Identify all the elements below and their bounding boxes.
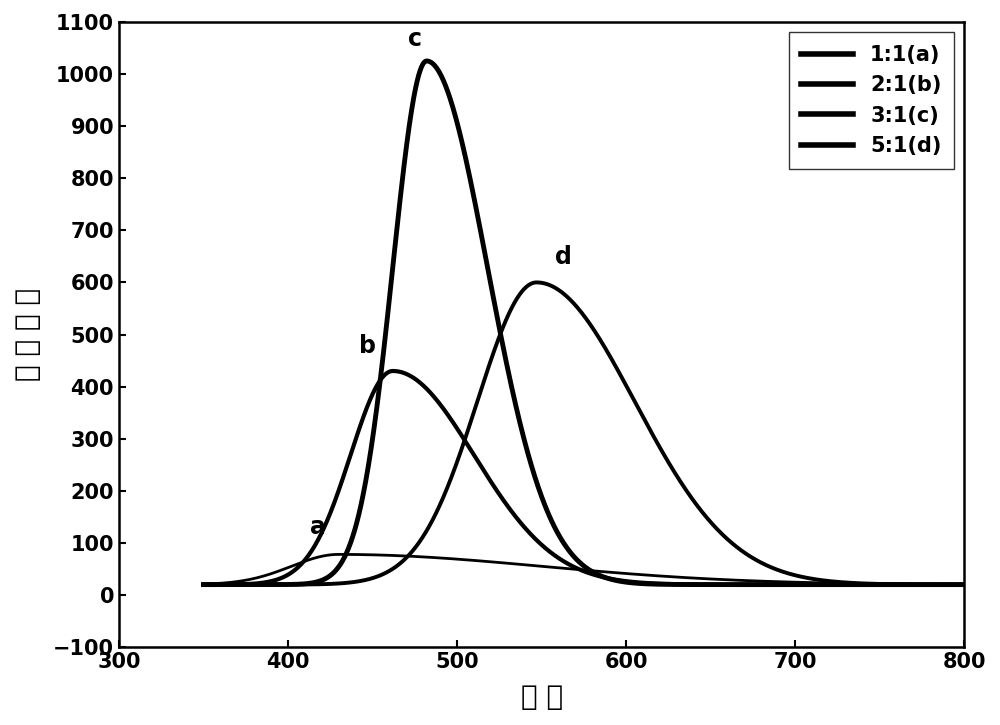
- 3:1(c): [332, 563, 344, 572]
- 5:1(d): [496, 326, 508, 335]
- 3:1(c): [286, 580, 298, 589]
- 5:1(d): [530, 278, 542, 287]
- 2:1(b): [960, 580, 972, 589]
- 2:1(b): [975, 580, 987, 589]
- X-axis label: 波 长: 波 长: [521, 683, 563, 711]
- 3:1(c): [876, 580, 888, 589]
- Line: 3:1(c): 3:1(c): [203, 61, 981, 584]
- 1:1(a): [530, 561, 542, 570]
- Line: 2:1(b): 2:1(b): [203, 371, 981, 584]
- 3:1(c): [960, 580, 972, 589]
- 1:1(a): [332, 550, 344, 559]
- 1:1(a): [876, 579, 888, 588]
- 1:1(a): [496, 558, 508, 567]
- Y-axis label: 药 光 强 度: 药 光 强 度: [14, 288, 42, 381]
- Text: d: d: [555, 245, 572, 270]
- 3:1(c): [530, 475, 542, 484]
- 5:1(d): [876, 580, 888, 589]
- 3:1(c): [421, 57, 433, 65]
- Line: 5:1(d): 5:1(d): [203, 283, 981, 584]
- 2:1(b): [876, 580, 888, 589]
- 5:1(d): [197, 580, 209, 589]
- 3:1(c): [971, 580, 983, 589]
- 5:1(d): [286, 580, 298, 589]
- 2:1(b): [197, 580, 209, 589]
- 1:1(a): [960, 580, 972, 589]
- 2:1(b): [387, 367, 399, 376]
- Legend: 1:1(a), 2:1(b), 3:1(c), 5:1(d): 1:1(a), 2:1(b), 3:1(c), 5:1(d): [789, 33, 954, 168]
- 2:1(b): [530, 535, 542, 544]
- 2:1(b): [332, 487, 344, 496]
- 1:1(a): [975, 580, 987, 589]
- Text: b: b: [359, 334, 376, 358]
- 1:1(a): [286, 562, 298, 571]
- Text: c: c: [408, 27, 422, 51]
- 2:1(b): [286, 568, 298, 576]
- 5:1(d): [960, 580, 972, 589]
- 2:1(b): [496, 494, 508, 502]
- 3:1(c): [496, 336, 508, 345]
- 1:1(a): [333, 550, 345, 559]
- 5:1(d): [529, 278, 541, 287]
- Text: a: a: [310, 515, 326, 539]
- 3:1(c): [197, 580, 209, 589]
- 3:1(c): [975, 580, 987, 589]
- Line: 1:1(a): 1:1(a): [203, 555, 981, 584]
- 1:1(a): [197, 580, 209, 589]
- 5:1(d): [975, 580, 987, 589]
- 5:1(d): [332, 579, 344, 588]
